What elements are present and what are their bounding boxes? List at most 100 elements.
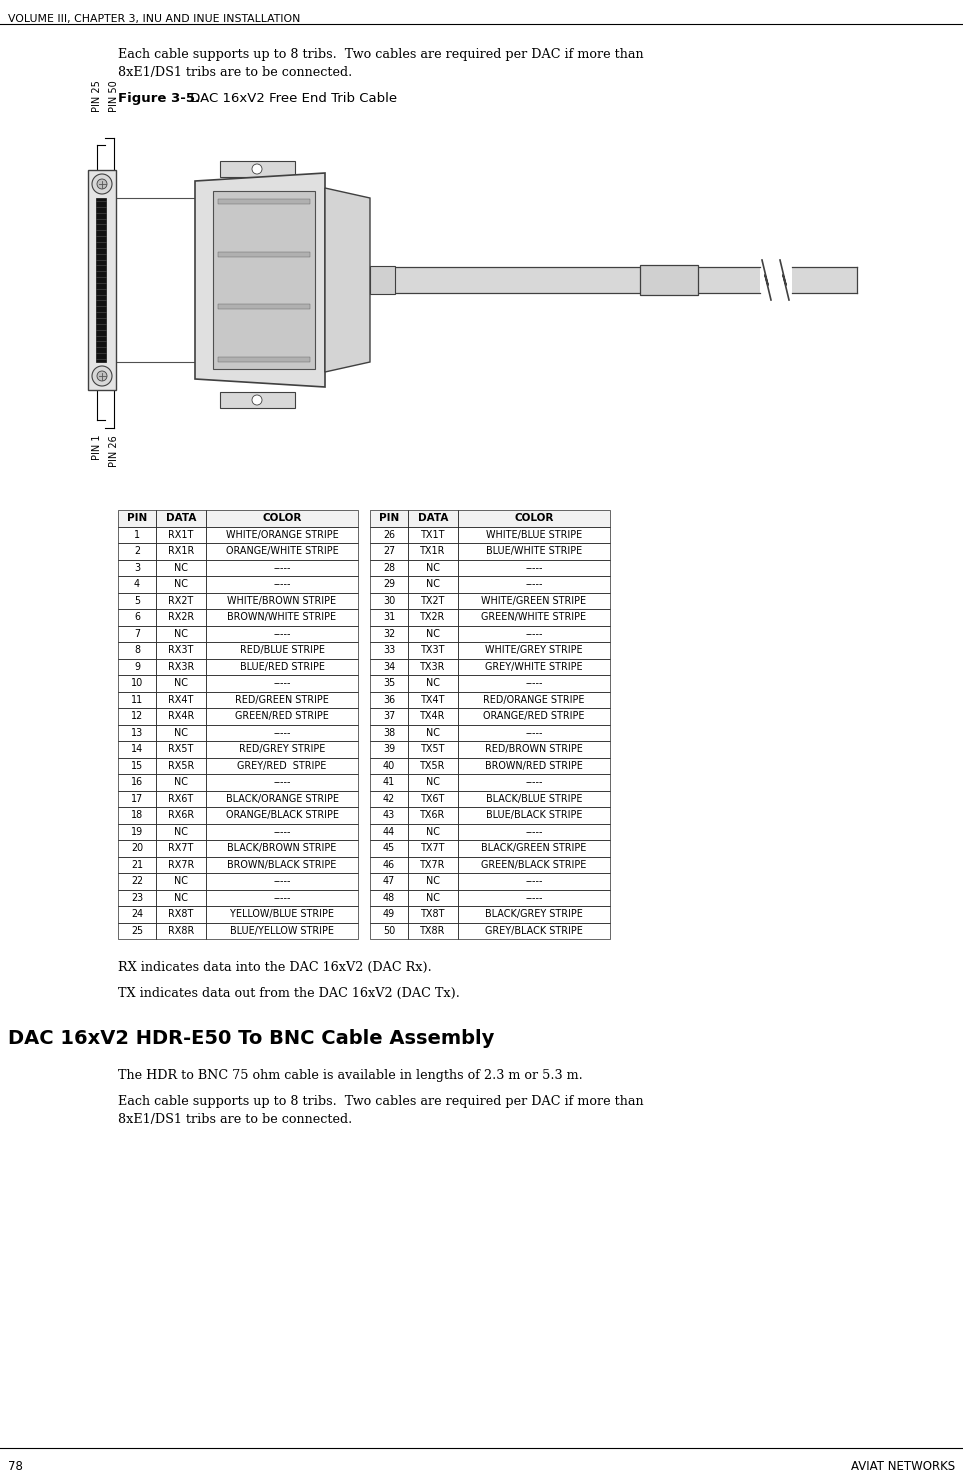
Bar	[370, 659, 408, 675]
Text: -----: -----	[525, 678, 543, 688]
Text: -----: -----	[525, 892, 543, 903]
Text: RX2T: RX2T	[169, 596, 194, 605]
Bar	[458, 626, 610, 642]
Bar	[408, 841, 458, 857]
Text: Figure 3-5.: Figure 3-5.	[118, 92, 200, 105]
Bar	[118, 807, 156, 823]
Text: GREY/RED  STRIPE: GREY/RED STRIPE	[237, 761, 326, 771]
Text: NC: NC	[174, 678, 188, 688]
Bar	[370, 576, 408, 592]
Text: 38: 38	[383, 728, 395, 737]
Circle shape	[252, 395, 262, 406]
Text: 33: 33	[383, 645, 395, 656]
Text: WHITE/GREY STRIPE: WHITE/GREY STRIPE	[485, 645, 583, 656]
Text: NC: NC	[174, 876, 188, 887]
Bar	[458, 527, 610, 543]
Bar	[218, 305, 310, 309]
Text: WHITE/ORANGE STRIPE: WHITE/ORANGE STRIPE	[225, 530, 338, 540]
Text: 14: 14	[131, 744, 143, 755]
Bar	[408, 691, 458, 707]
Bar	[206, 707, 358, 725]
Bar	[156, 511, 206, 527]
Bar	[458, 511, 610, 527]
Text: 9: 9	[134, 662, 140, 672]
Bar	[408, 774, 458, 790]
Bar	[156, 758, 206, 774]
Bar	[206, 823, 358, 841]
Bar	[408, 608, 458, 626]
Text: The HDR to BNC 75 ohm cable is available in lengths of 2.3 m or 5.3 m.: The HDR to BNC 75 ohm cable is available…	[118, 1069, 583, 1082]
Bar	[370, 511, 408, 527]
Circle shape	[252, 164, 262, 175]
Bar	[370, 857, 408, 873]
Text: BROWN/WHITE STRIPE: BROWN/WHITE STRIPE	[227, 613, 336, 622]
Bar	[156, 906, 206, 922]
Bar	[156, 823, 206, 841]
Text: 78: 78	[8, 1459, 23, 1473]
Bar	[206, 741, 358, 758]
Text: 4: 4	[134, 579, 140, 589]
Text: NC: NC	[426, 777, 440, 787]
Bar	[792, 266, 857, 293]
Text: RX8R: RX8R	[168, 926, 195, 935]
Bar	[370, 725, 408, 741]
Circle shape	[92, 175, 112, 194]
Text: RX3T: RX3T	[169, 645, 194, 656]
Text: YELLOW/BLUE STRIPE: YELLOW/BLUE STRIPE	[230, 909, 334, 919]
Text: -----: -----	[525, 827, 543, 836]
Bar	[458, 889, 610, 906]
Bar	[458, 675, 610, 691]
Text: RX6T: RX6T	[169, 793, 194, 804]
Bar	[118, 543, 156, 559]
Bar	[395, 266, 640, 293]
Bar	[206, 774, 358, 790]
Bar	[370, 741, 408, 758]
Text: 15: 15	[131, 761, 143, 771]
Bar	[156, 841, 206, 857]
Bar	[370, 707, 408, 725]
Text: 43: 43	[383, 810, 395, 820]
Bar	[156, 559, 206, 576]
Text: -----: -----	[525, 728, 543, 737]
Text: NC: NC	[426, 827, 440, 836]
Bar	[458, 543, 610, 559]
Bar	[370, 559, 408, 576]
Text: -----: -----	[525, 629, 543, 639]
Text: COLOR: COLOR	[514, 514, 554, 524]
Bar	[370, 841, 408, 857]
Text: BLACK/ORANGE STRIPE: BLACK/ORANGE STRIPE	[225, 793, 339, 804]
Bar	[118, 889, 156, 906]
Text: AVIAT NETWORKS: AVIAT NETWORKS	[851, 1459, 955, 1473]
Text: TX3R: TX3R	[420, 662, 446, 672]
Text: 47: 47	[383, 876, 395, 887]
Text: 34: 34	[383, 662, 395, 672]
Bar	[370, 758, 408, 774]
Text: TX3T: TX3T	[421, 645, 445, 656]
Bar	[370, 592, 408, 608]
Text: NC: NC	[426, 876, 440, 887]
Bar	[458, 511, 610, 527]
Text: NC: NC	[174, 728, 188, 737]
Text: 48: 48	[383, 892, 395, 903]
Bar	[206, 790, 358, 807]
Bar	[156, 511, 206, 527]
Bar	[408, 511, 458, 527]
Bar	[156, 576, 206, 592]
Text: -----: -----	[273, 876, 291, 887]
Bar	[206, 642, 358, 659]
Bar	[156, 889, 206, 906]
Bar	[408, 592, 458, 608]
Text: WHITE/GREEN STRIPE: WHITE/GREEN STRIPE	[482, 596, 586, 605]
Text: PIN 50: PIN 50	[109, 80, 119, 112]
Text: BLUE/WHITE STRIPE: BLUE/WHITE STRIPE	[486, 546, 582, 556]
Text: 22: 22	[131, 876, 143, 887]
Bar	[408, 543, 458, 559]
Text: -----: -----	[273, 678, 291, 688]
Text: 10: 10	[131, 678, 143, 688]
Text: TX4T: TX4T	[421, 694, 445, 704]
Bar	[118, 741, 156, 758]
Bar	[458, 642, 610, 659]
Bar	[118, 906, 156, 922]
Text: 45: 45	[383, 844, 395, 854]
Bar	[156, 626, 206, 642]
